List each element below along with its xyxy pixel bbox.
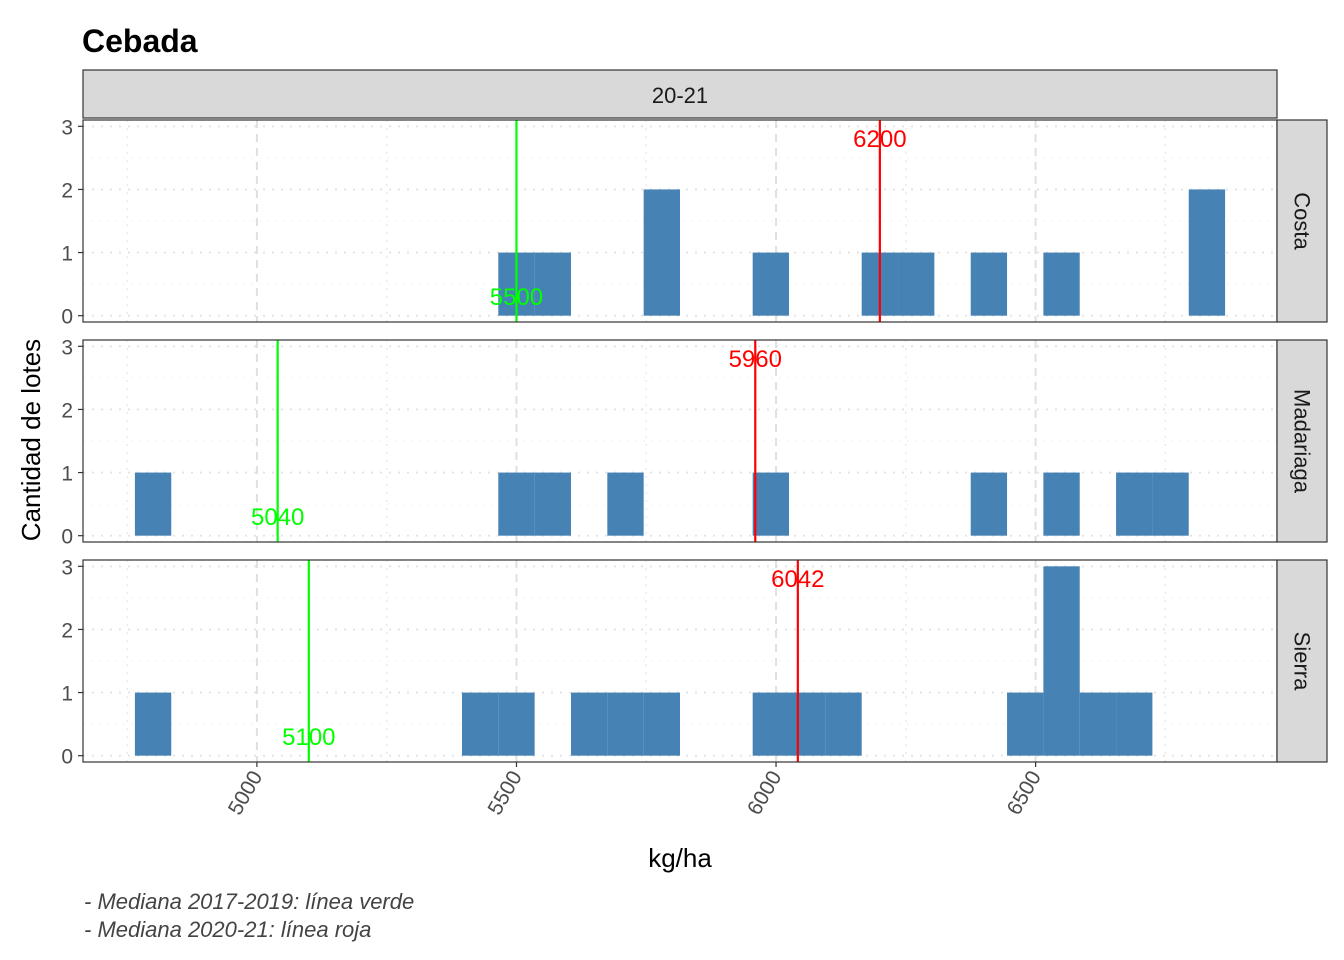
histogram-bar [134,472,172,536]
column-strip-label: 20-21 [652,83,708,108]
y-tick-label: 3 [61,336,73,359]
histogram-bar [1116,472,1153,536]
median-label-red: 5960 [729,346,782,373]
y-axis-label: Cantidad de lotes [16,339,46,541]
y-tick-label: 1 [61,463,73,486]
column-strip [82,69,1278,119]
histogram-bar [607,472,644,536]
median-label-red: 6042 [771,566,824,593]
row-strip-label: Costa [1290,192,1315,250]
histogram-bar [1043,472,1080,536]
y-tick-label: 3 [61,116,73,139]
histogram-bar [752,252,790,316]
median-label-green: 5500 [490,284,543,311]
row-strip [1276,119,1328,323]
histogram-bar [1188,189,1226,316]
y-tick-label: 1 [61,243,73,266]
caption-green: - Mediana 2017-2019: línea verde [84,889,414,914]
median-label-green: 5040 [251,504,304,531]
caption-red: - Mediana 2020-21: línea roja [84,917,371,942]
median-label-green: 5100 [282,724,335,751]
chart-title: Cebada [82,23,198,59]
y-tick-label: 3 [61,556,73,579]
histogram-bar [1079,692,1117,756]
row-strip-label: Sierra [1290,632,1315,691]
histogram-bar [1043,252,1080,316]
panel-madariaga: 5040 5960 0 1 2 3 Madariaga [61,336,1328,549]
x-tick-label: 5500 [484,767,527,819]
histogram-bar [1116,692,1153,756]
y-tick-label: 0 [61,746,73,769]
histogram-bar [643,189,680,316]
histogram-bar [970,472,1008,536]
histogram-bar [1152,472,1189,536]
histogram-bar [534,252,571,316]
row-strip [1276,339,1328,543]
histogram-bar [825,692,862,756]
y-tick-label: 2 [61,399,73,422]
histogram-bar [461,692,499,756]
row-strip [1276,559,1328,763]
median-label-red: 6200 [853,126,906,153]
histogram-bar [1043,566,1080,756]
y-tick-label: 0 [61,306,73,329]
y-tick-label: 0 [61,526,73,549]
histogram-bar [498,692,535,756]
x-axis-label: kg/ha [648,843,712,873]
histogram-bar [643,692,680,756]
histogram-bar [789,692,826,756]
histogram-bar [1007,692,1044,756]
row-strip-label: Madariaga [1290,389,1315,494]
histogram-bar [498,472,535,536]
panel-costa: 5500 6200 0 1 2 3 Costa [61,116,1328,329]
histogram-bar [607,692,644,756]
y-tick-label: 1 [61,683,73,706]
histogram-bar [970,252,1008,316]
x-tick-label: 5000 [224,767,267,819]
x-tick-label: 6500 [1003,767,1046,819]
histogram-bar [570,692,608,756]
panel-sierra: 5100 6042 0 1 2 3 Sierra [61,556,1328,769]
histogram-bar [752,472,790,536]
histogram-bar [134,692,172,756]
histogram-bar [752,692,790,756]
histogram-bar [898,252,935,316]
y-tick-label: 2 [61,179,73,202]
x-tick-label: 6000 [743,767,786,819]
y-tick-label: 2 [61,619,73,642]
histogram-bar [534,472,571,536]
